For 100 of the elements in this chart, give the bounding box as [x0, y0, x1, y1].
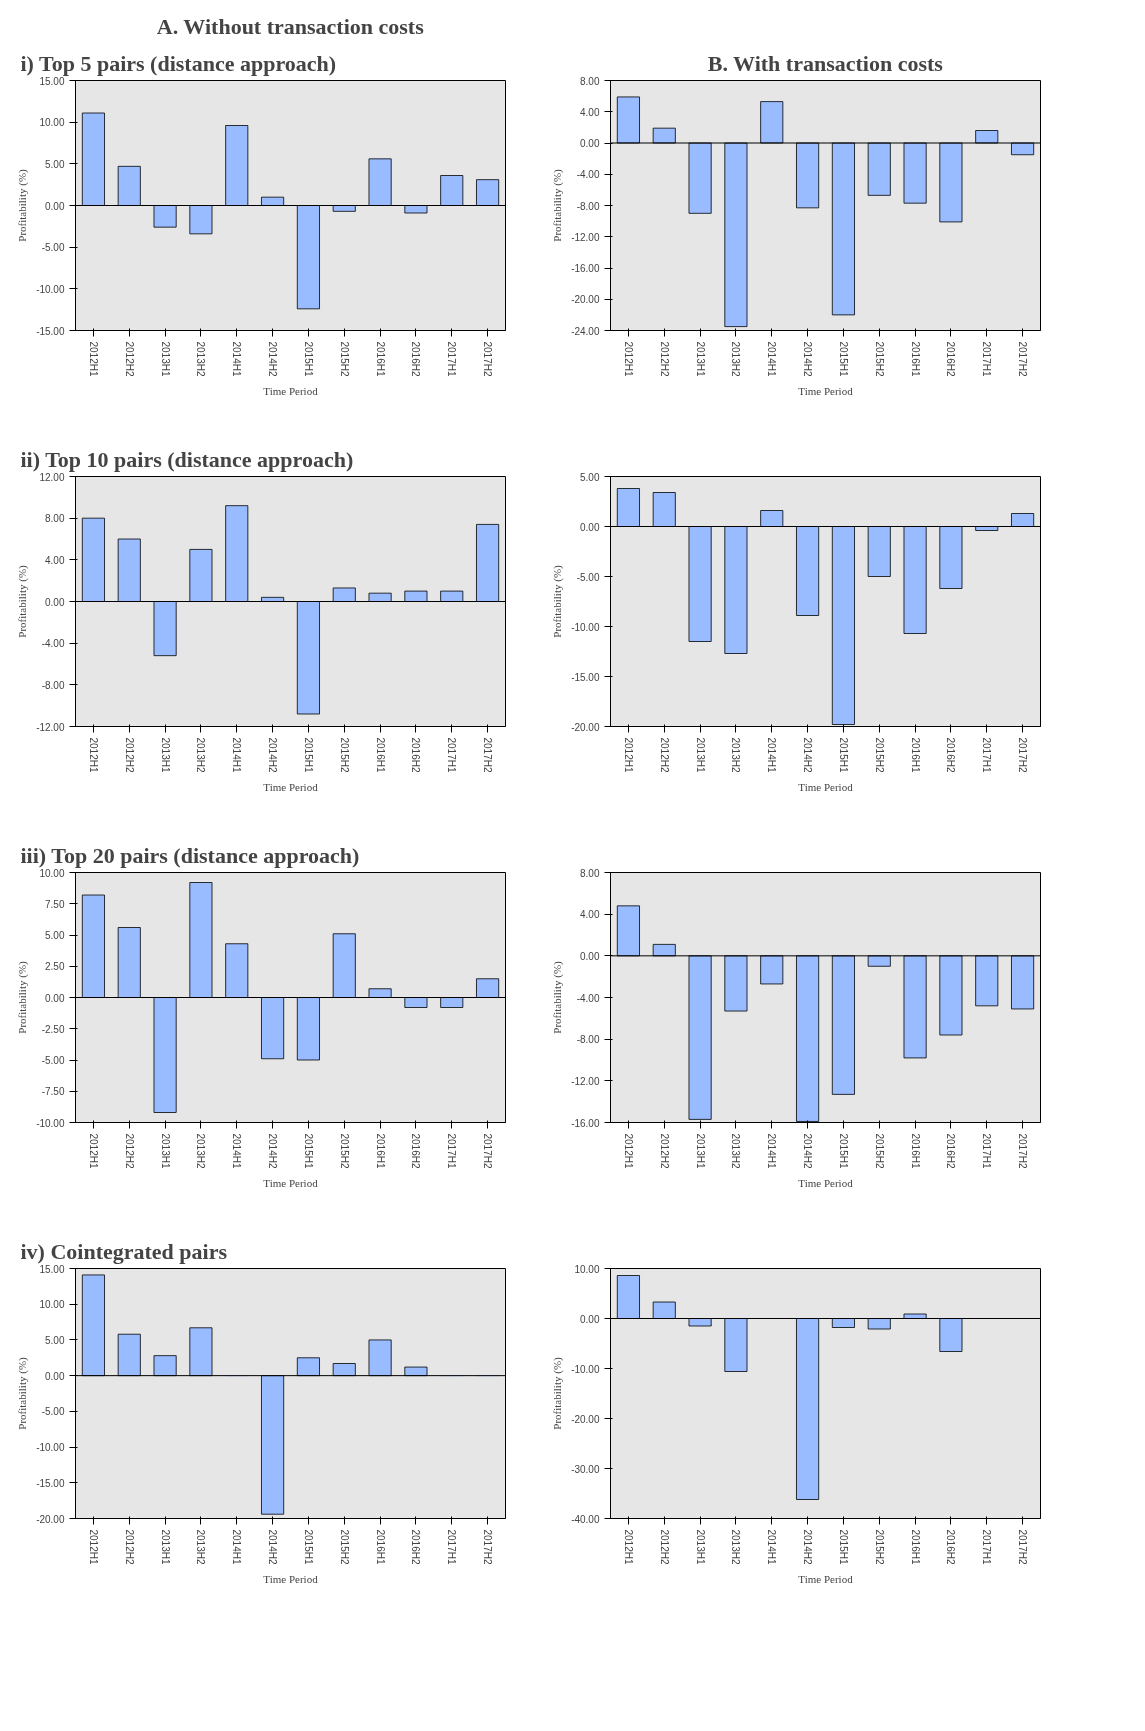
- x-tick-label: 2012H2: [123, 341, 135, 377]
- y-tick-label: 5.00: [45, 1334, 65, 1346]
- x-tick-label: 2014H2: [267, 737, 279, 773]
- x-tick-label: 2017H1: [981, 1133, 993, 1169]
- y-tick-label: -20.00: [571, 294, 600, 306]
- x-tick-label: 2017H2: [1017, 1529, 1029, 1565]
- x-tick-label: 2013H2: [195, 737, 207, 773]
- x-tick-label: 2013H2: [195, 1133, 207, 1169]
- x-tick-label: 2012H1: [622, 737, 634, 773]
- y-tick-label: 5.00: [45, 158, 65, 170]
- y-tick-label: -5.00: [41, 242, 65, 254]
- y-tick-label: 0.00: [45, 596, 65, 608]
- x-axis-title: Time Period: [263, 1176, 319, 1189]
- x-axis-title: Time Period: [798, 384, 854, 397]
- y-tick-label: 5.00: [580, 471, 600, 483]
- y-tick-label: -12.00: [571, 231, 600, 243]
- y-tick-label: 8.00: [580, 75, 600, 87]
- x-tick-label: 2014H2: [802, 341, 814, 377]
- x-tick-label: 2013H2: [730, 737, 742, 773]
- x-tick-label: 2015H1: [837, 737, 849, 773]
- y-tick-label: 10.00: [39, 117, 65, 129]
- y-tick-label: 10.00: [574, 1263, 600, 1275]
- x-tick-label: 2014H1: [231, 1133, 243, 1169]
- x-tick-label: 2014H1: [231, 341, 243, 377]
- y-tick-label: -8.00: [576, 200, 600, 212]
- x-axis-title: Time Period: [798, 1176, 854, 1189]
- y-tick-label: -10.00: [36, 283, 65, 295]
- y-tick-label: -15.00: [571, 671, 600, 683]
- x-tick-label: 2016H2: [945, 1133, 957, 1169]
- y-tick-label: 0.00: [580, 138, 600, 149]
- x-tick-label: 2013H1: [694, 1133, 706, 1169]
- x-tick-label: 2017H1: [981, 737, 993, 773]
- x-tick-label: 2012H1: [622, 341, 634, 377]
- x-tick-label: 2012H1: [87, 737, 99, 773]
- x-tick-label: 2013H1: [694, 1529, 706, 1565]
- x-tick-label: 2013H2: [730, 341, 742, 377]
- y-tick-label: 4.00: [45, 554, 65, 566]
- x-tick-label: 2012H2: [658, 1133, 670, 1169]
- x-tick-label: 2015H2: [873, 341, 885, 377]
- y-axis-title: Profitability (%): [16, 168, 30, 242]
- y-tick-label: -10.00: [571, 1363, 600, 1375]
- chart-title: iii) Top 20 pairs (distance approach): [20, 842, 360, 868]
- x-tick-label: 2017H1: [981, 1529, 993, 1565]
- y-tick-label: 2.50: [45, 961, 65, 973]
- x-tick-label: 2015H1: [837, 1133, 849, 1169]
- y-tick-label: 0.00: [580, 950, 600, 962]
- x-axis-title: Time Period: [263, 384, 319, 397]
- y-tick-label: 10.00: [39, 867, 65, 879]
- x-tick-label: 2014H2: [267, 1529, 279, 1565]
- y-tick-label: 8.00: [45, 513, 65, 525]
- y-tick-label: -12.00: [36, 721, 65, 733]
- x-axis-title: Time Period: [263, 780, 319, 793]
- y-tick-label: -20.00: [36, 1513, 65, 1525]
- y-tick-label: -10.00: [571, 621, 600, 633]
- x-tick-label: 2013H2: [730, 1529, 742, 1565]
- y-tick-label: -5.00: [41, 1055, 65, 1066]
- chart-subtitle: i) Top 5 pairs (distance approach): [20, 50, 337, 76]
- y-tick-label: 7.50: [45, 898, 65, 910]
- y-tick-label: -30.00: [571, 1463, 600, 1475]
- y-tick-label: 4.00: [580, 106, 600, 118]
- x-tick-label: 2016H2: [410, 1133, 422, 1169]
- x-tick-label: 2012H1: [87, 1133, 99, 1169]
- x-tick-label: 2016H2: [410, 341, 422, 377]
- x-tick-label: 2013H1: [159, 737, 171, 773]
- x-tick-label: 2012H1: [87, 1529, 99, 1565]
- x-axis-title: Time Period: [263, 1572, 319, 1585]
- y-tick-label: 0.00: [45, 992, 65, 1004]
- x-tick-label: 2016H2: [410, 737, 422, 773]
- x-tick-label: 2013H1: [159, 341, 171, 377]
- y-tick-label: -8.00: [41, 679, 65, 691]
- x-tick-label: 2016H1: [374, 1529, 386, 1565]
- y-tick-label: 10.00: [39, 1299, 65, 1311]
- x-tick-label: 2012H2: [658, 1529, 670, 1565]
- x-tick-label: 2017H1: [446, 1529, 458, 1565]
- x-axis-title: Time Period: [798, 780, 854, 793]
- x-tick-label: 2017H2: [482, 737, 494, 773]
- x-tick-label: 2015H1: [302, 341, 314, 377]
- x-tick-label: 2012H1: [622, 1133, 634, 1169]
- x-tick-label: 2012H2: [123, 737, 135, 773]
- y-tick-label: 8.00: [580, 867, 600, 879]
- x-tick-label: 2017H1: [446, 737, 458, 773]
- y-axis-title: Profitability (%): [16, 1356, 30, 1430]
- y-tick-label: -15.00: [36, 1477, 65, 1489]
- y-tick-label: 12.00: [39, 471, 65, 483]
- y-tick-label: 15.00: [39, 75, 65, 87]
- x-tick-label: 2015H2: [338, 341, 350, 377]
- x-tick-label: 2014H2: [267, 1133, 279, 1169]
- x-tick-label: 2013H1: [159, 1133, 171, 1169]
- x-tick-label: 2014H1: [231, 737, 243, 773]
- chart-title: B. With transaction costs: [707, 50, 944, 76]
- y-tick-label: -15.00: [36, 325, 65, 337]
- y-tick-label: 0.00: [580, 521, 600, 533]
- x-tick-label: 2016H1: [909, 1529, 921, 1565]
- y-tick-label: -4.00: [41, 638, 65, 650]
- x-tick-label: 2016H2: [945, 737, 957, 773]
- y-tick-label: -16.00: [571, 1117, 600, 1129]
- x-tick-label: 2014H1: [766, 341, 778, 377]
- x-tick-label: 2015H1: [302, 1133, 314, 1169]
- x-tick-label: 2015H2: [873, 1529, 885, 1565]
- x-tick-label: 2017H2: [1017, 737, 1029, 773]
